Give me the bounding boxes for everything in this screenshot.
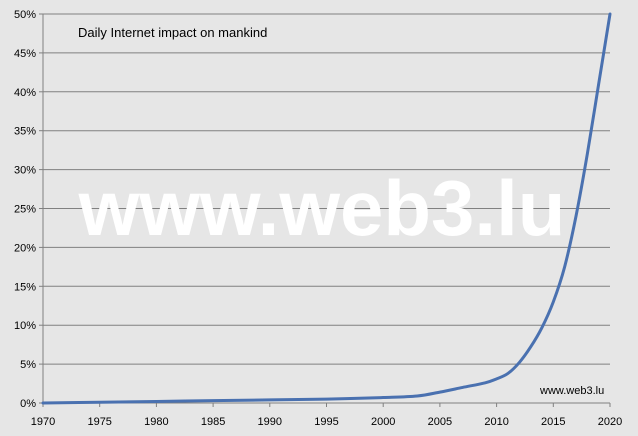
y-tick-label: 30% [14,165,36,177]
y-tick-label: 0% [20,398,36,410]
x-tick-label: 1970 [31,416,55,428]
series-group [41,12,612,405]
y-axis-ticks: 0% 5% 10% 15% 20% 25% 30% 35% 40% 45% 50% [14,9,43,410]
x-tick-label: 2015 [541,416,565,428]
chart-title: Daily Internet impact on mankind [78,25,267,40]
x-tick-label: 2020 [598,416,622,428]
x-tick-label: 2010 [484,416,508,428]
y-tick-label: 15% [14,281,36,293]
watermark: www.web3.lu [78,164,566,252]
series-line [41,12,612,405]
y-tick-label: 40% [14,87,36,99]
x-tick-label: 1990 [258,416,282,428]
y-tick-label: 35% [14,126,36,138]
x-tick-label: 1985 [201,416,225,428]
x-tick-label: 1975 [87,416,111,428]
x-tick-label: 1980 [144,416,168,428]
x-axis-ticks: 1970 1975 1980 1985 1990 1995 2000 2005 2010 2015… [31,403,622,428]
y-tick-label: 45% [14,48,36,60]
x-tick-label: 2005 [428,416,452,428]
y-tick-label: 25% [14,204,36,216]
credit-label: www.web3.lu [539,385,604,397]
x-tick-label: 1995 [314,416,338,428]
y-tick-label: 10% [14,320,36,332]
x-tick-label: 2000 [371,416,395,428]
y-tick-label: 20% [14,242,36,254]
gridlines [43,13,610,365]
y-tick-label: 5% [20,359,36,371]
y-tick-label: 50% [14,9,36,21]
